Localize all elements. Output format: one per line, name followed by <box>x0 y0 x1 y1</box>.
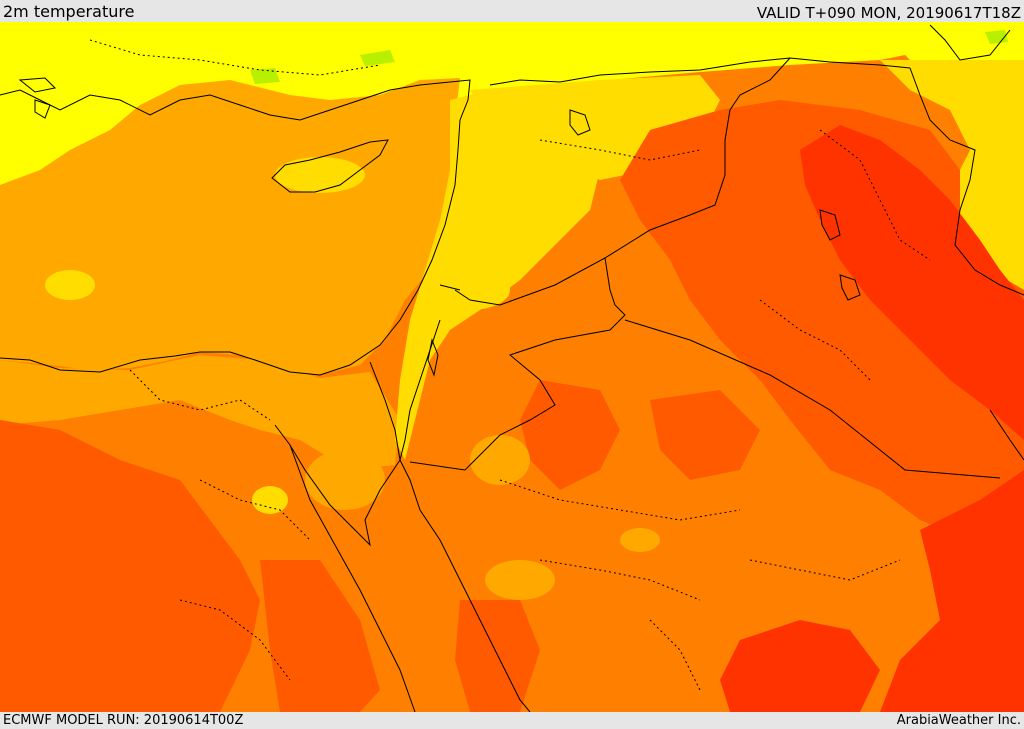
lake-1 <box>819 209 841 241</box>
islands-west <box>18 77 57 119</box>
nile-dark-orange <box>260 560 380 712</box>
egypt-dark-orange <box>0 420 260 712</box>
syria-turkey-border <box>489 57 911 86</box>
iran-yellow <box>880 60 1024 300</box>
gulf-coast <box>989 409 1024 461</box>
central-dark-orange <box>650 390 760 480</box>
map-canvas <box>0 22 1024 712</box>
coastlines <box>0 24 1024 712</box>
temperature-map[interactable] <box>0 22 1024 712</box>
egypt-band <box>0 355 400 470</box>
dot-8 <box>539 559 701 601</box>
southeast-red <box>880 470 1024 712</box>
cyprus-spot <box>275 157 365 193</box>
saudi-dark-orange <box>520 380 620 490</box>
dot-6 <box>199 479 311 541</box>
caspian-coast <box>929 24 1011 61</box>
spot-d <box>620 528 660 552</box>
model-run: ECMWF MODEL RUN: 20190614T00Z <box>3 713 244 728</box>
sinai-spot <box>305 450 385 510</box>
dead-sea <box>427 338 439 377</box>
south-red <box>720 620 880 712</box>
lake-2 <box>839 274 861 301</box>
cyprus-coast <box>271 139 389 193</box>
red-sea-east <box>399 459 531 712</box>
jordan-saudi-border <box>409 257 626 471</box>
green-patch-3 <box>985 30 1008 44</box>
spot-f <box>430 270 510 310</box>
dot-10 <box>179 599 291 681</box>
levant-yellow <box>395 90 600 460</box>
title-bar: 2m temperature VALID T+090 MON, 20190617… <box>0 0 1024 22</box>
green-patch-2 <box>360 50 395 66</box>
spot-e <box>252 486 288 514</box>
iraq-red <box>800 125 1024 440</box>
internal-boundaries <box>89 39 931 691</box>
spot-a <box>45 270 95 300</box>
borders <box>369 57 1024 479</box>
egypt-israel-border <box>369 361 401 461</box>
field-title: 2m temperature <box>3 2 135 21</box>
iraq-iran-border <box>909 67 1024 296</box>
iraq-saudi-border <box>624 319 1001 479</box>
spot-c <box>485 560 555 600</box>
red-sea-west <box>289 444 416 712</box>
green-patch-1 <box>250 68 280 84</box>
levant-coast <box>0 119 461 376</box>
dot-3 <box>819 129 931 261</box>
lake-3 <box>569 109 591 136</box>
valid-time: VALID T+090 MON, 20190617T18Z <box>756 4 1021 22</box>
sinai-coast <box>274 424 401 547</box>
aqaba-gulf <box>399 319 441 461</box>
dot-7 <box>499 479 741 521</box>
footer-bar: ECMWF MODEL RUN: 20190614T00Z ArabiaWeat… <box>0 712 1024 729</box>
turkey-coast <box>0 79 471 121</box>
provider-credit: ArabiaWeather Inc. <box>896 713 1021 728</box>
dot-2 <box>539 139 701 161</box>
dot-9 <box>749 559 901 581</box>
syria-iraq-border <box>454 57 791 306</box>
lebanon-israel-border <box>439 284 461 291</box>
dot-4 <box>759 299 871 381</box>
yellow-north <box>0 22 1024 190</box>
dot-5 <box>129 369 271 421</box>
spot-b <box>470 435 530 485</box>
sea-light-orange <box>0 78 460 375</box>
